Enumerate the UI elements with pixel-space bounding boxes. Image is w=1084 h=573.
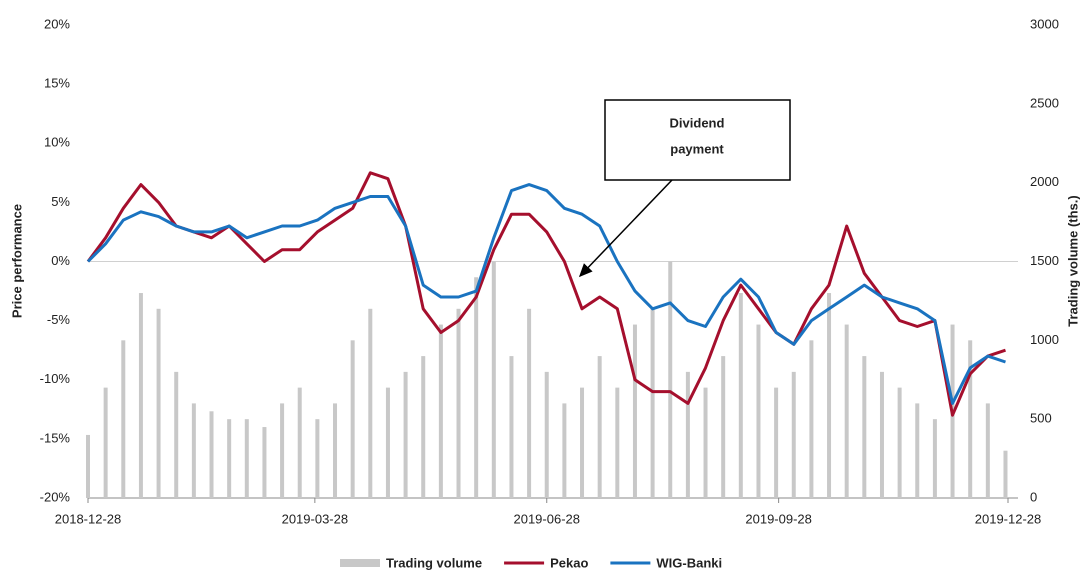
volume-bar <box>580 387 585 498</box>
volume-bar <box>632 324 637 498</box>
x-tick-label: 2019-06-28 <box>513 511 580 526</box>
volume-bar <box>650 308 655 498</box>
y-tick-label: -5% <box>47 312 71 327</box>
annotation-box <box>604 99 791 181</box>
legend-label: WIG-Banki <box>656 555 722 570</box>
y2-tick-label: 2500 <box>1030 95 1059 110</box>
x-tick-label: 2019-09-28 <box>745 511 812 526</box>
price-line <box>86 171 1006 417</box>
volume-bar <box>280 403 285 498</box>
legend-label: Trading volume <box>386 555 482 570</box>
legend-label: Pekao <box>550 555 588 570</box>
y-axis-title: Price performance <box>9 204 24 318</box>
volume-bar <box>297 387 302 498</box>
volume-bar <box>421 356 426 498</box>
volume-bar <box>262 427 267 498</box>
annotation-arrow <box>578 179 673 278</box>
volume-bar <box>703 387 708 498</box>
volume-bar <box>685 371 690 498</box>
y2-axis-title: Trading volume (ths.) <box>1065 195 1080 326</box>
y-tick-label: 5% <box>51 194 70 209</box>
volume-bar <box>968 340 973 498</box>
y2-tick-label: 500 <box>1030 411 1052 426</box>
volume-bar <box>138 293 143 498</box>
volume-bar <box>209 411 214 498</box>
y2-tick-label: 0 <box>1030 489 1037 504</box>
y-tick-label: -20% <box>40 489 71 504</box>
volume-bar <box>738 293 743 498</box>
volume-bar <box>227 419 232 498</box>
y-tick-label: 0% <box>51 253 70 268</box>
y-tick-label: 15% <box>44 76 70 91</box>
x-tick-label: 2019-12-28 <box>975 511 1042 526</box>
volume-bar <box>368 308 373 498</box>
volume-bar <box>103 387 108 498</box>
price-line <box>86 183 1006 405</box>
y2-tick-label: 1500 <box>1030 253 1059 268</box>
x-tick-label: 2019-03-28 <box>282 511 349 526</box>
volume-bar <box>191 403 196 498</box>
volume-bar <box>438 324 443 498</box>
y2-tick-label: 2000 <box>1030 174 1059 189</box>
y2-tick-label: 1000 <box>1030 332 1059 347</box>
volume-bar <box>774 387 779 498</box>
volume-bar <box>668 261 673 498</box>
volume-bar <box>121 340 126 498</box>
volume-bar <box>562 403 567 498</box>
volume-bar <box>509 356 514 498</box>
volume-bar <box>862 356 867 498</box>
volume-bar <box>491 261 496 498</box>
volume-bar <box>315 419 320 498</box>
volume-bar <box>879 371 884 498</box>
volume-bar <box>597 356 602 498</box>
volume-bar <box>86 434 90 498</box>
volume-bar <box>827 293 832 498</box>
volume-bar <box>1003 450 1008 498</box>
annotation-text: payment <box>670 141 724 156</box>
volume-bar <box>244 419 249 498</box>
y-tick-label: -10% <box>40 371 71 386</box>
volume-bar <box>350 340 355 498</box>
legend-swatch <box>340 559 380 567</box>
volume-bar <box>333 403 338 498</box>
x-tick-label: 2018-12-28 <box>55 511 122 526</box>
volume-bar <box>897 387 902 498</box>
volume-bar <box>791 371 796 498</box>
volume-bar <box>385 387 390 498</box>
volume-bar <box>156 308 161 498</box>
volume-bar <box>985 403 990 498</box>
volume-bar <box>932 419 937 498</box>
volume-bar <box>615 387 620 498</box>
y-tick-label: 10% <box>44 135 70 150</box>
volume-bar <box>915 403 920 498</box>
y2-tick-label: 3000 <box>1030 16 1059 31</box>
volume-bar <box>721 356 726 498</box>
volume-bar <box>474 277 479 498</box>
volume-bar <box>544 371 549 498</box>
y-tick-label: 20% <box>44 16 70 31</box>
y-tick-label: -15% <box>40 430 71 445</box>
volume-bar <box>527 308 532 498</box>
volume-bar <box>844 324 849 498</box>
volume-bar <box>456 308 461 498</box>
volume-bar <box>174 371 179 498</box>
volume-bar <box>403 371 408 498</box>
volume-bar <box>809 340 814 498</box>
annotation-text: Dividend <box>670 115 725 130</box>
volume-bar <box>756 324 761 498</box>
